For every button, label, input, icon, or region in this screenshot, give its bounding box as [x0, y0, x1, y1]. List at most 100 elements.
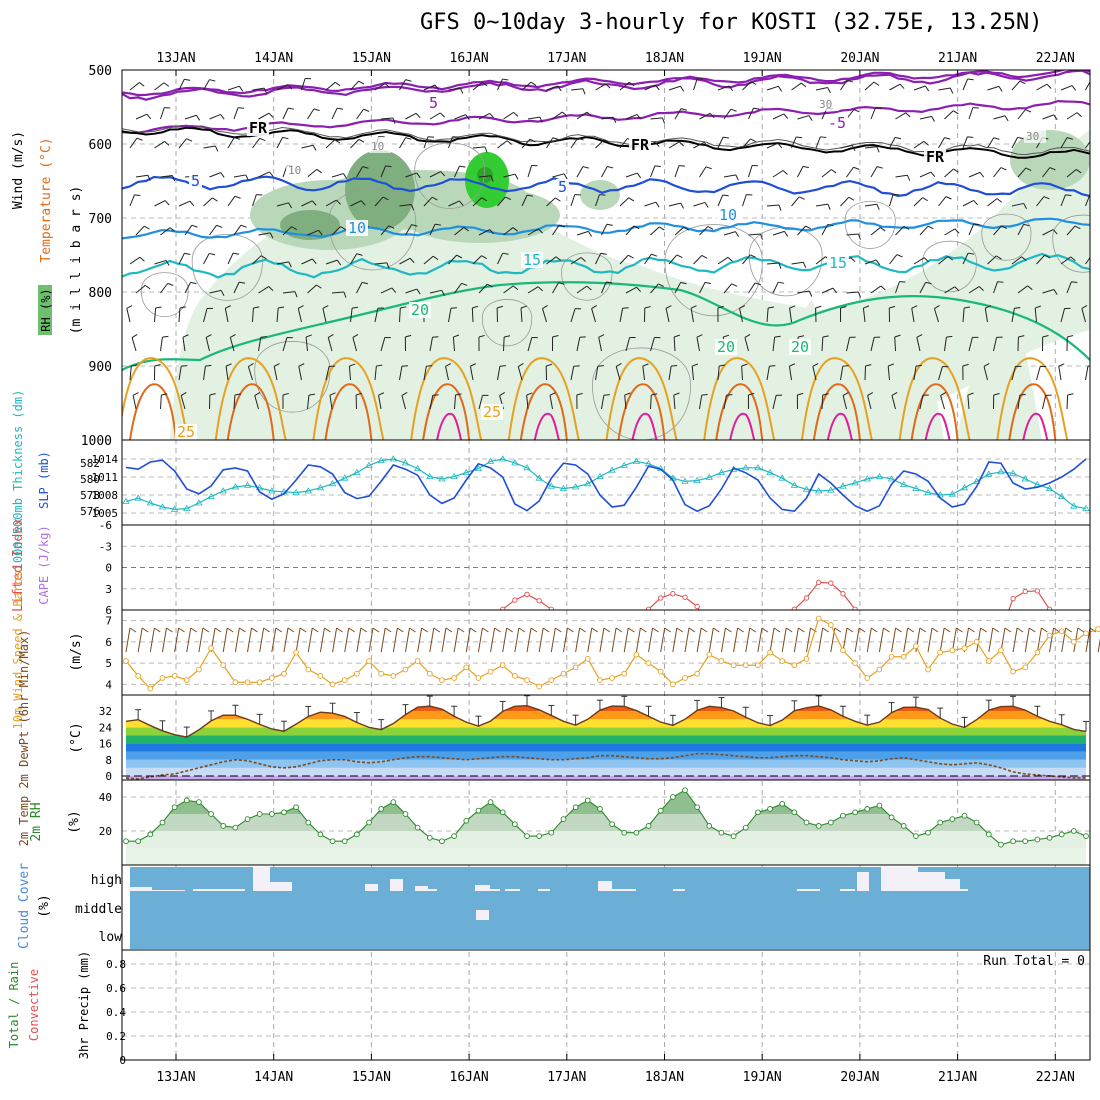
wind-barb: [520, 307, 523, 323]
wind-speed-line-point: [414, 658, 421, 664]
lifted-index-point: [536, 598, 542, 604]
wind-barb-flag: [486, 283, 493, 288]
wind-barb-flag: [336, 199, 342, 205]
wind-barb-flag: [484, 146, 488, 153]
wind-barb-flag: [555, 197, 561, 202]
wind-barb: [690, 308, 694, 323]
wind-barb-flag: [1081, 305, 1088, 309]
precip-tick: 0.8: [106, 958, 126, 971]
wind-speed-line-point: [913, 643, 919, 649]
thickness-line-point: [851, 479, 859, 486]
wind-barb: [1092, 108, 1097, 119]
surface-wind-barb-flag: [494, 627, 501, 633]
wind-barb-flag: [461, 282, 468, 286]
wind-barb: [619, 81, 630, 91]
surface-wind-barb-flag: [312, 627, 319, 633]
thickness-line-point: [158, 503, 167, 510]
surface-wind-barb-flag: [676, 627, 684, 633]
lifted-index-point: [803, 595, 810, 601]
temp-line: [125, 705, 1087, 738]
wind-barb: [742, 254, 751, 265]
wind-barb-flag: [1071, 85, 1077, 91]
wind-barb-flag: [253, 306, 260, 309]
wind-barb: [203, 197, 213, 207]
wind-barb: [1042, 395, 1047, 410]
wind-barb: [452, 337, 455, 352]
wind-barb-flag: [717, 305, 724, 309]
date-label-top: 17JAN: [547, 51, 586, 66]
wind-barb: [126, 308, 131, 323]
wind-barb: [378, 395, 382, 410]
thickness-line-point: [365, 461, 373, 468]
rh-line-point: [913, 833, 919, 839]
thickness-line-point: [499, 455, 507, 462]
cloud-high-bar: [598, 881, 612, 891]
wind-barb: [454, 283, 462, 294]
wind-barb: [840, 366, 844, 381]
rh-plume: [272, 300, 358, 440]
cloud-high-bar: [918, 872, 945, 891]
wind-barb: [131, 337, 137, 352]
cloud-high-bar: [538, 889, 550, 891]
wind-barb-flag: [1043, 196, 1050, 200]
wind-barb: [598, 337, 602, 352]
contour-label: FR: [249, 119, 268, 137]
contour-label: 10: [348, 219, 366, 237]
wind-barb-flag: [558, 282, 565, 285]
wind-barb-flag: [505, 196, 511, 201]
wind-barb: [601, 116, 614, 120]
wind-barb: [576, 166, 584, 178]
wind-barb-flag: [1067, 335, 1074, 338]
wind-speed-line-point: [682, 675, 688, 681]
y-axis-label-part: Lifted Index: [11, 518, 26, 612]
wind-barb-flag: [627, 254, 634, 259]
wind-barb: [503, 173, 516, 178]
wind-speed-line-point: [183, 677, 190, 683]
wind-barb: [595, 83, 607, 91]
contour-label-bg: [369, 137, 391, 153]
temp-contour-10: [122, 217, 1090, 240]
wind-barb-flag: [209, 79, 216, 82]
wind-barb: [527, 165, 533, 178]
cloud-high-bar: [415, 886, 428, 891]
thickness-line-point: [207, 492, 215, 499]
wind-barb: [472, 197, 483, 207]
wind-barb-flag: [1076, 112, 1082, 118]
slp-tick: 1011: [92, 471, 119, 484]
wind-barb-flag: [1065, 194, 1072, 197]
wind-barb: [919, 115, 932, 120]
wind-barb-flag: [783, 113, 789, 119]
thickness-line-point: [742, 464, 750, 471]
pressure-tick: 500: [89, 64, 112, 79]
wind-barb-flag: [386, 262, 390, 269]
wind-barb-flag: [778, 204, 782, 211]
wind-barb-flag: [679, 85, 685, 92]
wind-barb-flag: [139, 256, 145, 262]
thickness-line-point: [268, 487, 276, 494]
surface-wind-barb: [186, 627, 192, 653]
y-axis-label: (m/s): [69, 632, 84, 671]
wind-barb-flag: [382, 196, 389, 201]
wind-barb-flag: [888, 363, 894, 367]
wind-barb-flag: [726, 394, 733, 396]
wind-barb-flag: [676, 254, 683, 258]
thickness-line-point: [462, 468, 470, 475]
date-label-top: 19JAN: [743, 51, 782, 66]
wind-barb: [891, 395, 896, 410]
wind-barb-flag: [1001, 225, 1007, 230]
wind-barb: [840, 79, 848, 91]
panel-frames: [121, 69, 1091, 1061]
thickness-line-point: [814, 487, 823, 494]
wind-barb-flag: [559, 224, 566, 228]
surface-wind-barb: [283, 627, 289, 653]
rh-line-point: [512, 821, 518, 828]
contour-label: 10: [371, 140, 384, 153]
wind-barb-flag: [832, 287, 838, 294]
wind-barb-flag: [797, 392, 804, 396]
y-axis-label: 2m Temp 2m DewPt (6hr Min/Max): [17, 630, 31, 847]
wind-speed-line-point: [147, 685, 154, 692]
wind-barb: [233, 394, 236, 410]
wind-barb-flag: [978, 286, 984, 291]
wind-barb-flag: [278, 306, 285, 309]
surface-wind-barb-flag: [992, 627, 1000, 633]
